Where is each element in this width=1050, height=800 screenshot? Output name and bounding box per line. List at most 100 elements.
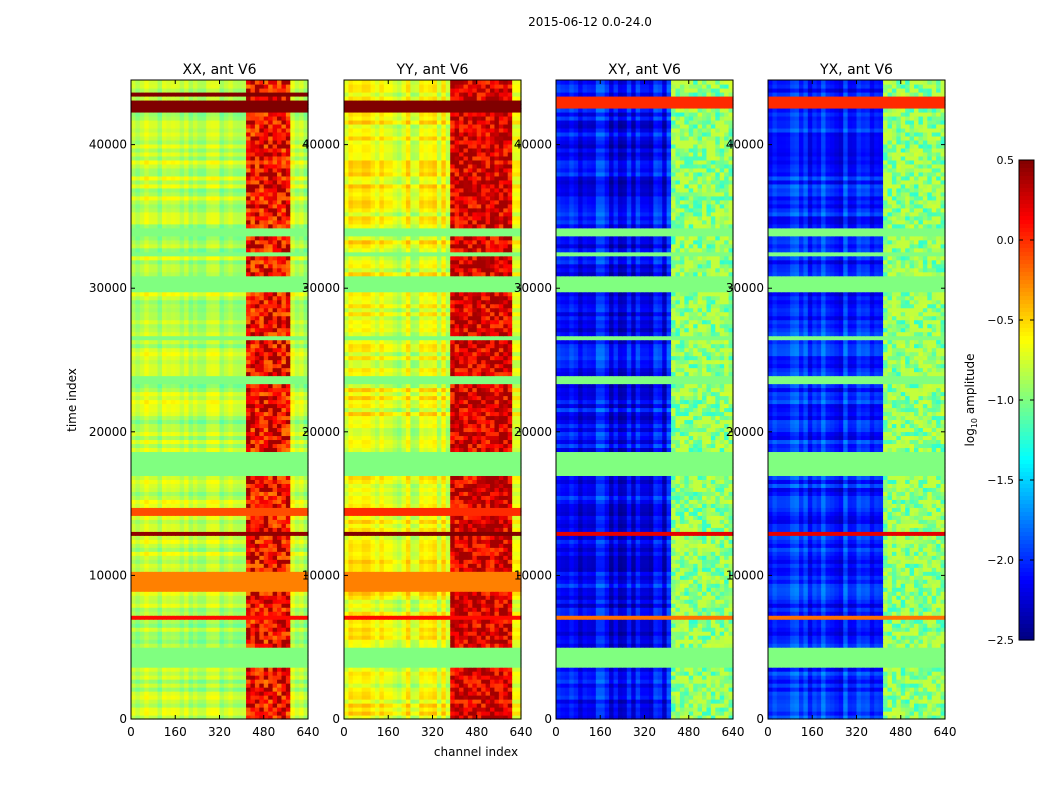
heatmap-cell [259, 419, 265, 425]
heatmap-cell [285, 283, 291, 289]
heatmap-cell [259, 555, 265, 560]
heatmap-cell [285, 355, 291, 361]
heatmap-cell [281, 283, 287, 289]
heatmap-cell [135, 439, 141, 445]
heatmap-cell [153, 495, 159, 500]
heatmap-cell [263, 223, 269, 229]
heatmap-cell [250, 495, 256, 500]
heatmap-cell [272, 567, 278, 572]
heatmap-cell [206, 395, 212, 401]
heatmap-cell [303, 607, 309, 612]
heatmap-cell [161, 447, 167, 453]
heatmap-cell [175, 331, 181, 337]
heatmap-cell [215, 415, 221, 421]
heatmap-cell [179, 451, 185, 457]
heatmap-cell [241, 235, 247, 241]
heatmap-cell [166, 387, 172, 393]
heatmap-cell [215, 375, 221, 381]
heatmap-cell [135, 471, 141, 476]
heatmap-cell [272, 435, 278, 441]
heatmap-cell [259, 331, 265, 337]
heatmap-cell [135, 699, 141, 704]
heatmap-cell [148, 519, 154, 524]
heatmap-cell [197, 363, 203, 369]
heatmap-cell [246, 687, 252, 692]
heatmap-cell [237, 283, 243, 289]
heatmap-cell [263, 419, 269, 425]
heatmap-cell [153, 451, 159, 457]
heatmap-cell [206, 659, 212, 664]
heatmap-cell [219, 571, 225, 576]
heatmap-cell [263, 587, 269, 592]
heatmap-cell [161, 483, 167, 488]
heatmap-cell [188, 559, 194, 564]
heatmap-cell [170, 595, 176, 600]
heatmap-cell [246, 443, 252, 449]
heatmap-cell [170, 363, 176, 369]
heatmap-cell [197, 243, 203, 249]
heatmap-cell [192, 267, 198, 273]
heatmap-cell [179, 599, 185, 604]
heatmap-cell [184, 519, 190, 524]
heatmap-cell [161, 455, 167, 460]
heatmap-cell [215, 295, 221, 301]
heatmap-cell [285, 487, 291, 492]
heatmap-cell [139, 223, 145, 229]
heatmap-cell [166, 331, 172, 337]
heatmap-cell [246, 299, 252, 305]
heatmap-cell [161, 387, 167, 393]
heatmap-cell [215, 599, 221, 604]
heatmap-cell [135, 351, 141, 357]
heatmap-cell [272, 595, 278, 600]
heatmap-cell [188, 247, 194, 253]
heatmap-cell [250, 647, 256, 652]
heatmap-cell [192, 635, 198, 640]
heatmap-cell [263, 491, 269, 496]
heatmap-cell [201, 455, 207, 460]
heatmap-cell [294, 315, 300, 321]
heatmap-cell [157, 575, 163, 580]
heatmap-cell [285, 591, 291, 596]
heatmap-cell [219, 387, 225, 393]
heatmap-cell [219, 223, 225, 229]
heatmap-cell [148, 527, 154, 532]
heatmap-cell [215, 347, 221, 353]
heatmap-cell [157, 611, 163, 616]
heatmap-cell [139, 583, 145, 588]
heatmap-cell [299, 391, 305, 397]
heatmap-cell [294, 691, 300, 696]
heatmap-cell [281, 675, 287, 680]
heatmap-cell [290, 595, 296, 600]
heatmap-cell [215, 311, 221, 317]
heatmap-cell [188, 619, 194, 624]
heatmap-cell [161, 543, 167, 548]
heatmap-cell [157, 263, 163, 269]
heatmap-cell [277, 695, 283, 700]
heatmap-cell [210, 479, 216, 484]
heatmap-cell [219, 303, 225, 309]
heatmap-cell [241, 695, 247, 700]
heatmap-cell [277, 619, 283, 624]
heatmap-cell [228, 403, 234, 409]
heatmap-cell [188, 327, 194, 333]
heatmap-cell [268, 227, 274, 233]
heatmap-cell [179, 335, 185, 341]
heatmap-cell [246, 539, 252, 544]
heatmap-cell [139, 619, 145, 624]
heatmap-cell [232, 363, 238, 369]
heatmap-cell [241, 699, 247, 704]
heatmap-cell [294, 415, 300, 421]
heatmap-cell [272, 455, 278, 460]
heatmap-cell [210, 219, 216, 225]
heatmap-cell [161, 419, 167, 425]
heatmap-cell [285, 563, 291, 568]
heatmap-cell [206, 363, 212, 369]
heatmap-cell [246, 603, 252, 608]
heatmap-cell [210, 443, 216, 449]
heatmap-cell [259, 339, 265, 345]
heatmap-cell [241, 383, 247, 389]
heatmap-cell [197, 295, 203, 301]
heatmap-cell [153, 667, 159, 672]
heatmap-cell [175, 531, 181, 536]
heatmap-cell [210, 571, 216, 576]
